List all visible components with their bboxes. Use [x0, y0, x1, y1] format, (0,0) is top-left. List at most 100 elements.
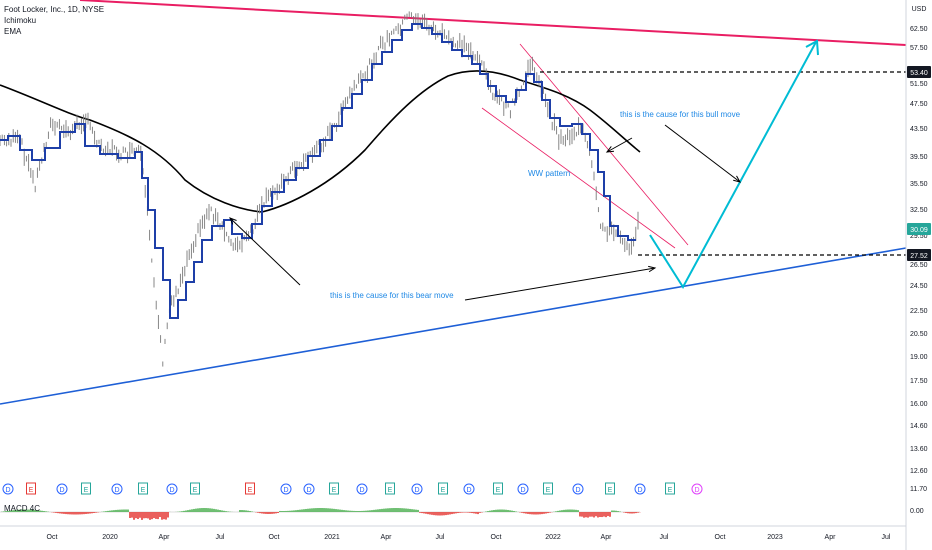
- annotation-text: WW pattern: [528, 169, 570, 178]
- event-marker: E: [385, 482, 395, 495]
- event-marker: D: [111, 483, 123, 495]
- event-marker: D: [356, 483, 368, 495]
- event-marker: E: [245, 482, 255, 495]
- x-tick-label: Oct: [47, 534, 58, 541]
- price-label-text: 27.52: [910, 253, 928, 260]
- event-marker-shape: [543, 482, 553, 495]
- y-tick-label: 29.50: [910, 233, 928, 240]
- y-tick-label: 47.50: [910, 101, 928, 108]
- y-tick-label: 14.60: [910, 423, 928, 430]
- x-tick-label: Apr: [159, 534, 171, 541]
- event-marker: E: [190, 482, 200, 495]
- event-marker-label: E: [546, 487, 551, 494]
- bull-arrow-right: [664, 124, 741, 183]
- event-marker-label: D: [575, 487, 580, 494]
- channel-upper: [519, 43, 689, 246]
- event-marker-shape: [356, 483, 368, 495]
- event-marker-shape: [634, 483, 646, 495]
- event-marker-shape: [463, 483, 475, 495]
- event-marker-shape: [138, 482, 148, 495]
- macd-label: MACD 4C: [4, 504, 41, 513]
- event-marker-shape: [303, 483, 315, 495]
- x-tick-label: Oct: [715, 534, 726, 541]
- event-marker-shape: [665, 482, 675, 495]
- y-tick-label: 24.50: [910, 283, 928, 290]
- resistance-line: [79, 0, 907, 46]
- legend-ema: EMA: [4, 27, 22, 36]
- y-tick-label: 62.50: [910, 26, 928, 33]
- y-tick-label: 12.60: [910, 468, 928, 475]
- y-axis: USD 62.50 57.50 51.50 47.50 43.50 39.50 35.50 32…: [905, 0, 932, 550]
- event-marker: D: [2, 483, 14, 495]
- bull-arrow-left: [606, 137, 633, 153]
- bear-arrow-left: [229, 217, 301, 286]
- legend-symbol: Foot Locker, Inc., 1D, NYSE: [4, 5, 105, 14]
- event-marker-shape: [111, 483, 123, 495]
- event-marker: E: [81, 482, 91, 495]
- event-marker: D: [56, 483, 68, 495]
- x-tick-label: Jul: [882, 534, 891, 541]
- x-tick-label: Jul: [436, 534, 445, 541]
- event-marker-shape: [81, 482, 91, 495]
- event-marker-label: E: [29, 487, 34, 494]
- price-label: 30.09: [907, 223, 931, 235]
- event-marker-label: D: [637, 487, 642, 494]
- x-tick-label: 2023: [767, 534, 783, 541]
- event-marker-shape: [245, 482, 255, 495]
- x-tick-label: 2022: [545, 534, 561, 541]
- y-tick-label: 0.00: [910, 508, 924, 515]
- x-tick-label: Apr: [381, 534, 393, 541]
- event-marker: E: [138, 482, 148, 495]
- event-marker-label: D: [520, 487, 525, 494]
- event-marker: D: [572, 483, 584, 495]
- price-label-text: 30.09: [910, 227, 928, 234]
- y-tick-label: 32.50: [910, 207, 928, 214]
- trend-lines: [0, 0, 907, 405]
- x-tick-label: Jul: [660, 534, 669, 541]
- x-tick-label: Jul: [216, 534, 225, 541]
- event-marker: D: [166, 483, 178, 495]
- event-marker-label: E: [496, 487, 501, 494]
- y-tick-label: 16.00: [910, 401, 928, 408]
- price-label-text: 53.40: [910, 70, 928, 77]
- y-tick-label: 17.50: [910, 378, 928, 385]
- annotation-text: this is the cause for this bull move: [620, 110, 741, 119]
- event-marker-label: E: [668, 487, 673, 494]
- event-marker-label: E: [441, 487, 446, 494]
- y-tick-label: 19.00: [910, 354, 928, 361]
- event-marker-label: D: [694, 487, 699, 494]
- annotation-arrows: [229, 124, 742, 301]
- annotations: this is the cause for this bull move WW p…: [330, 110, 741, 300]
- projection-arrowhead: [805, 39, 819, 56]
- channel-lower: [481, 107, 676, 249]
- bear-arrow-right-head: [648, 265, 657, 273]
- macd-histogram: [0, 508, 641, 520]
- price-label-box: [907, 66, 931, 78]
- event-marker-shape: [190, 482, 200, 495]
- event-marker-shape: [26, 482, 36, 495]
- event-marker: E: [543, 482, 553, 495]
- x-axis: Oct 2020 Apr Jul Oct 2021 Apr Jul Oct 2022 Apr Jul O…: [0, 525, 906, 541]
- price-label-box: [907, 249, 931, 261]
- y-axis-bg: [906, 0, 932, 550]
- y-tick-label: 13.60: [910, 446, 928, 453]
- event-marker: D: [303, 483, 315, 495]
- event-marker: E: [438, 482, 448, 495]
- event-marker: D: [691, 483, 703, 495]
- event-marker-shape: [691, 483, 703, 495]
- chart-legend: Foot Locker, Inc., 1D, NYSE Ichimoku EMA: [4, 4, 104, 37]
- y-tick-label: 26.50: [910, 262, 928, 269]
- price-labels: 53.40 30.09 27.52: [907, 66, 931, 261]
- event-marker-label: E: [141, 487, 146, 494]
- event-marker-label: E: [248, 487, 253, 494]
- price-bars: [0, 11, 639, 367]
- event-marker-label: D: [283, 487, 288, 494]
- bear-arrow-right: [464, 267, 656, 301]
- y-axis-unit: USD: [912, 6, 927, 13]
- event-marker-shape: [385, 482, 395, 495]
- ema-path: [0, 70, 641, 213]
- event-marker: D: [280, 483, 292, 495]
- event-marker: E: [493, 482, 503, 495]
